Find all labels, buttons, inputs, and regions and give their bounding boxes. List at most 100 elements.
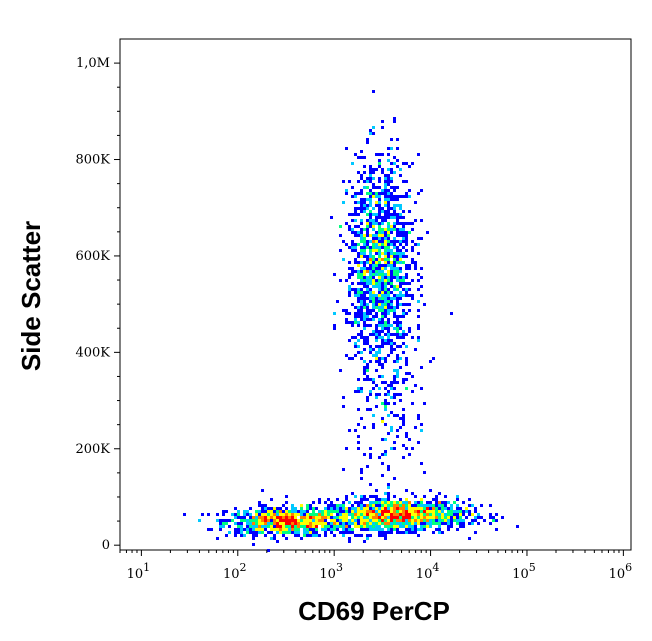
density-point xyxy=(399,168,402,171)
density-point xyxy=(378,318,381,321)
density-point xyxy=(453,501,456,504)
density-point xyxy=(402,513,405,516)
density-point xyxy=(273,534,276,537)
density-point xyxy=(378,357,381,360)
density-point xyxy=(342,531,345,534)
density-point xyxy=(369,393,372,396)
density-point xyxy=(381,327,384,330)
density-point xyxy=(360,228,363,231)
density-point xyxy=(273,537,276,540)
density-point xyxy=(360,231,363,234)
density-point xyxy=(234,516,237,519)
density-point xyxy=(378,345,381,348)
density-point xyxy=(366,366,369,369)
density-point xyxy=(360,315,363,318)
density-point xyxy=(399,216,402,219)
density-point xyxy=(273,528,276,531)
density-point xyxy=(375,495,378,498)
density-point xyxy=(360,357,363,360)
density-point xyxy=(222,525,225,528)
density-point xyxy=(366,534,369,537)
y-tick-label: 400K xyxy=(75,345,110,360)
density-point xyxy=(369,318,372,321)
density-point xyxy=(402,519,405,522)
density-point xyxy=(402,522,405,525)
density-point xyxy=(429,360,432,363)
density-point xyxy=(354,354,357,357)
density-point xyxy=(261,489,264,492)
density-point xyxy=(357,447,360,450)
density-point xyxy=(339,249,342,252)
density-point xyxy=(372,258,375,261)
density-point xyxy=(378,255,381,258)
density-point xyxy=(384,492,387,495)
density-point xyxy=(354,501,357,504)
density-point xyxy=(408,453,411,456)
density-point xyxy=(381,366,384,369)
density-point xyxy=(282,516,285,519)
density-point xyxy=(342,516,345,519)
density-point xyxy=(396,213,399,216)
density-point xyxy=(378,261,381,264)
density-point xyxy=(423,402,426,405)
density-point xyxy=(435,513,438,516)
density-point xyxy=(420,498,423,501)
density-point xyxy=(399,234,402,237)
density-point xyxy=(369,252,372,255)
density-point xyxy=(375,222,378,225)
density-point xyxy=(369,483,372,486)
density-point xyxy=(378,288,381,291)
density-point xyxy=(372,354,375,357)
density-point xyxy=(387,525,390,528)
density-point xyxy=(360,495,363,498)
density-point xyxy=(312,531,315,534)
density-point xyxy=(357,510,360,513)
density-point xyxy=(297,513,300,516)
density-point xyxy=(354,534,357,537)
density-point xyxy=(408,195,411,198)
density-point xyxy=(381,192,384,195)
density-point xyxy=(375,396,378,399)
density-point xyxy=(399,426,402,429)
density-point xyxy=(366,261,369,264)
density-point xyxy=(369,201,372,204)
density-point xyxy=(348,276,351,279)
density-point xyxy=(405,195,408,198)
density-point xyxy=(255,531,258,534)
density-point xyxy=(366,504,369,507)
density-point xyxy=(363,156,366,159)
density-point xyxy=(387,498,390,501)
density-point xyxy=(372,177,375,180)
density-point xyxy=(372,261,375,264)
density-point xyxy=(276,525,279,528)
density-point xyxy=(315,525,318,528)
density-point xyxy=(405,360,408,363)
density-point xyxy=(372,510,375,513)
density-point xyxy=(456,528,459,531)
density-point xyxy=(405,516,408,519)
density-point xyxy=(393,246,396,249)
density-point xyxy=(393,327,396,330)
density-point xyxy=(402,531,405,534)
density-point xyxy=(360,150,363,153)
density-point xyxy=(396,222,399,225)
density-point xyxy=(384,504,387,507)
density-point xyxy=(360,189,363,192)
density-point xyxy=(390,381,393,384)
density-point xyxy=(381,168,384,171)
density-point xyxy=(405,531,408,534)
density-point xyxy=(369,273,372,276)
density-point xyxy=(342,180,345,183)
density-point xyxy=(390,513,393,516)
density-point xyxy=(372,297,375,300)
density-point xyxy=(393,519,396,522)
density-point xyxy=(183,513,186,516)
density-point xyxy=(369,528,372,531)
density-point xyxy=(381,306,384,309)
density-point xyxy=(375,216,378,219)
density-point xyxy=(345,513,348,516)
density-point xyxy=(375,297,378,300)
density-point xyxy=(207,528,210,531)
density-point xyxy=(261,519,264,522)
density-point xyxy=(384,399,387,402)
